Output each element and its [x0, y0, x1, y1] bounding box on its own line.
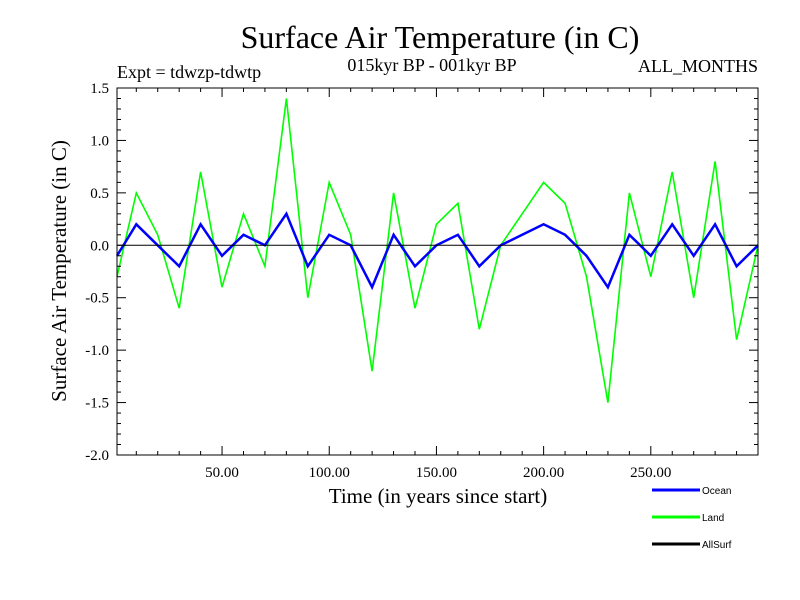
plot-frame: [116, 87, 759, 456]
x-axis-label: Time (in years since start): [329, 484, 548, 508]
legend: Ocean Land AllSurf: [652, 486, 732, 551]
x-tick-label: 50.00: [205, 465, 239, 481]
series-line-land: [116, 98, 759, 403]
y-tick-label: -2.0: [85, 448, 109, 464]
x-tick-label: 100.00: [309, 465, 350, 481]
y-tick-label: 1.0: [90, 133, 109, 149]
series-layer: [115, 98, 759, 403]
y-tick-label: -0.5: [85, 291, 109, 307]
y-axis-label: Surface Air Temperature (in C): [47, 140, 71, 402]
y-tick-label: 0.5: [90, 186, 109, 202]
x-tick-label: 250.00: [630, 465, 671, 481]
chart-subtitle-right: ALL_MONTHS: [638, 56, 758, 76]
chart-subtitle-center: 015kyr BP - 001kyr BP: [347, 55, 516, 75]
y-tick-label: -1.0: [85, 343, 109, 359]
legend-label-allsurf: AllSurf: [702, 540, 732, 551]
y-tick-label: 0.0: [90, 238, 109, 254]
axes-layer: 50.00 100.00 150.00 200.00 250.00 -2.0 -1.5 -1.…: [85, 81, 759, 481]
y-tick-label: 1.5: [90, 81, 109, 97]
chart-title: Surface Air Temperature (in C): [241, 19, 640, 55]
legend-label-ocean: Ocean: [702, 486, 731, 497]
x-tick-label: 200.00: [523, 465, 564, 481]
y-tick-label: -1.5: [85, 396, 109, 412]
x-tick-label: 150.00: [416, 465, 457, 481]
legend-label-land: Land: [702, 513, 724, 524]
chart-subtitle-left: Expt = tdwzp-tdwtp: [117, 62, 261, 82]
